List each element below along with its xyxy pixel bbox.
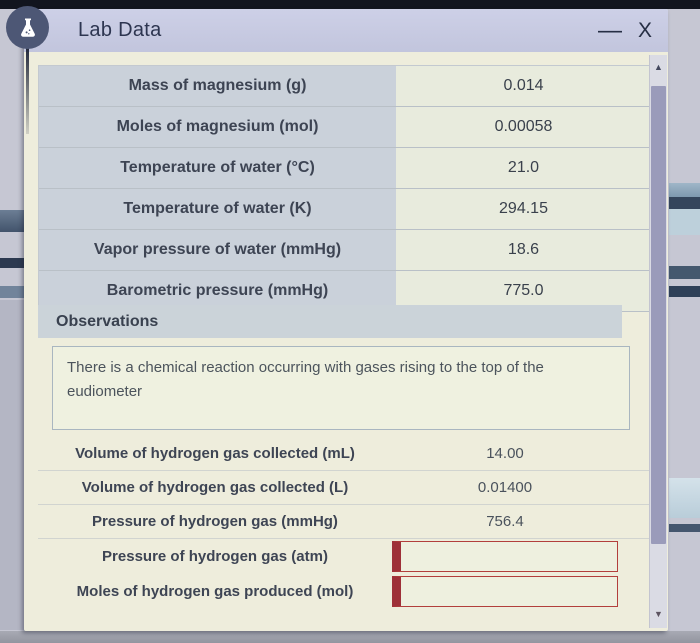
- measurement-value: 294.15: [396, 189, 651, 229]
- window-title: Lab Data: [78, 19, 162, 41]
- result-label: Volume of hydrogen gas collected (L): [81, 479, 349, 496]
- flask-icon: [6, 6, 49, 49]
- result-label: Volume of hydrogen gas collected (mL): [75, 445, 355, 462]
- result-value: 756.4: [486, 513, 524, 530]
- measurement-label: Barometric pressure (mmHg): [39, 271, 396, 311]
- scroll-down-icon[interactable]: ▼: [654, 609, 663, 619]
- background-window-stripe: [669, 286, 700, 297]
- measurements-table: Mass of magnesium (g) 0.014 Moles of mag…: [38, 65, 652, 312]
- photo-top-bezel: [0, 0, 700, 9]
- measurement-value: 18.6: [396, 230, 651, 270]
- measurement-value: 0.014: [396, 66, 651, 106]
- background-window-stripe: [669, 478, 700, 518]
- measurement-label: Moles of magnesium (mol): [39, 107, 396, 147]
- scroll-up-icon[interactable]: ▲: [654, 62, 663, 72]
- observations-header: Observations: [38, 305, 622, 338]
- background-window-stripe: [0, 286, 26, 298]
- result-row: Pressure of hydrogen gas (mmHg) 756.4: [38, 505, 650, 539]
- background-window-stripe: [669, 209, 700, 235]
- window-controls: — X: [597, 16, 652, 44]
- measurement-value: 775.0: [396, 271, 651, 311]
- table-row: Temperature of water (K) 294.15: [39, 189, 651, 230]
- result-row: Pressure of hydrogen gas (atm): [38, 539, 650, 574]
- badge-tail-line: [26, 48, 29, 134]
- measurement-label: Vapor pressure of water (mmHg): [39, 230, 396, 270]
- table-row: Temperature of water (°C) 21.0: [39, 148, 651, 189]
- close-button[interactable]: X: [637, 19, 652, 42]
- measurement-value: 0.00058: [396, 107, 651, 147]
- table-row: Barometric pressure (mmHg) 775.0: [39, 271, 651, 312]
- observations-textbox[interactable]: There is a chemical reaction occurring w…: [52, 346, 630, 430]
- measurement-label: Mass of magnesium (g): [39, 66, 396, 106]
- window-content: Mass of magnesium (g) 0.014 Moles of mag…: [24, 52, 668, 631]
- measurement-value: 21.0: [396, 148, 651, 188]
- result-row: Volume of hydrogen gas collected (L) 0.0…: [38, 471, 650, 505]
- window-titlebar[interactable]: Lab Data — X: [24, 9, 668, 52]
- measurement-label: Temperature of water (°C): [39, 148, 396, 188]
- result-value: 14.00: [486, 445, 524, 462]
- minimize-button[interactable]: —: [597, 16, 622, 44]
- background-window-stripe: [669, 197, 700, 209]
- scrollbar-thumb[interactable]: [651, 86, 666, 544]
- scrollbar[interactable]: ▲ ▼: [649, 55, 667, 628]
- background-window-stripe: [669, 524, 700, 532]
- result-value: 0.01400: [477, 479, 533, 496]
- result-row: Volume of hydrogen gas collected (mL) 14…: [38, 437, 650, 471]
- background-window-stripe: [669, 266, 700, 279]
- result-label: Pressure of hydrogen gas (atm): [102, 548, 328, 565]
- result-label: Pressure of hydrogen gas (mmHg): [92, 513, 338, 530]
- moles-h2-input[interactable]: [392, 576, 618, 607]
- background-window-stripe: [0, 258, 26, 268]
- measurement-label: Temperature of water (K): [39, 189, 396, 229]
- table-row: Vapor pressure of water (mmHg) 18.6: [39, 230, 651, 271]
- table-row: Moles of magnesium (mol) 0.00058: [39, 107, 651, 148]
- background-window-stripe: [0, 210, 26, 232]
- pressure-atm-input[interactable]: [392, 541, 618, 572]
- result-row: Moles of hydrogen gas produced (mol): [38, 574, 650, 609]
- photo-bottom-strip: [0, 631, 700, 643]
- table-row: Mass of magnesium (g) 0.014: [39, 66, 651, 107]
- result-label: Moles of hydrogen gas produced (mol): [76, 583, 354, 600]
- background-window-stripe: [0, 300, 26, 630]
- results-table: Volume of hydrogen gas collected (mL) 14…: [38, 437, 650, 609]
- lab-data-window: Lab Data — X Mass of magnesium (g) 0.014…: [24, 9, 668, 631]
- background-window-stripe: [669, 183, 700, 197]
